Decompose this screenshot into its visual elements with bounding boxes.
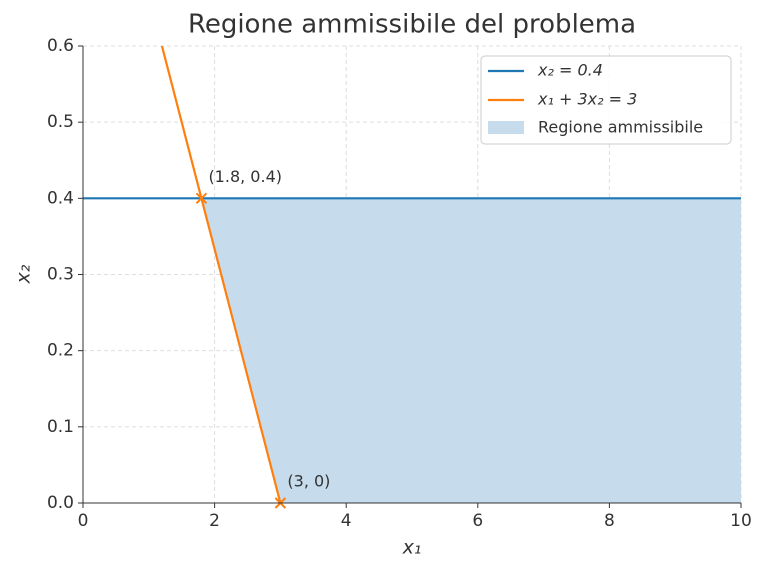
point-marker bbox=[195, 192, 208, 205]
legend-swatch bbox=[488, 121, 524, 134]
legend-label: x₁ + 3x₂ = 3 bbox=[537, 90, 637, 109]
legend-label: x₂ = 0.4 bbox=[537, 61, 603, 80]
y-tick-label: 0.4 bbox=[47, 188, 74, 208]
y-tick-label: 0.2 bbox=[47, 341, 74, 361]
legend: x₂ = 0.4 x₁ + 3x₂ = 3 Regione ammissibile bbox=[480, 55, 732, 145]
x-axis-label: x₁ bbox=[402, 537, 422, 559]
legend-label: Regione ammissibile bbox=[538, 118, 703, 137]
y-tick-label: 0.0 bbox=[47, 493, 74, 513]
feasible-area bbox=[201, 198, 741, 503]
y-tick-label: 0.5 bbox=[47, 112, 74, 132]
y-tick-label: 0.1 bbox=[47, 417, 74, 437]
x-tick-label: 6 bbox=[472, 511, 483, 531]
annotation: (1.8, 0.4) bbox=[208, 167, 282, 186]
legend-box bbox=[480, 55, 732, 145]
annotation: (3, 0) bbox=[287, 472, 330, 491]
x-tick-label: 10 bbox=[730, 511, 752, 531]
x-tick-label: 2 bbox=[209, 511, 220, 531]
series-line bbox=[160, 46, 282, 503]
y-tick-label: 0.6 bbox=[47, 36, 74, 56]
chart-title: Regione ammissibile del problema bbox=[188, 10, 636, 40]
y-tick-label: 0.3 bbox=[47, 265, 74, 285]
y-axis-label: x₂ bbox=[13, 264, 35, 284]
x-tick-label: 0 bbox=[78, 511, 89, 531]
x-tick-label: 4 bbox=[341, 511, 352, 531]
x-tick-label: 8 bbox=[604, 511, 615, 531]
